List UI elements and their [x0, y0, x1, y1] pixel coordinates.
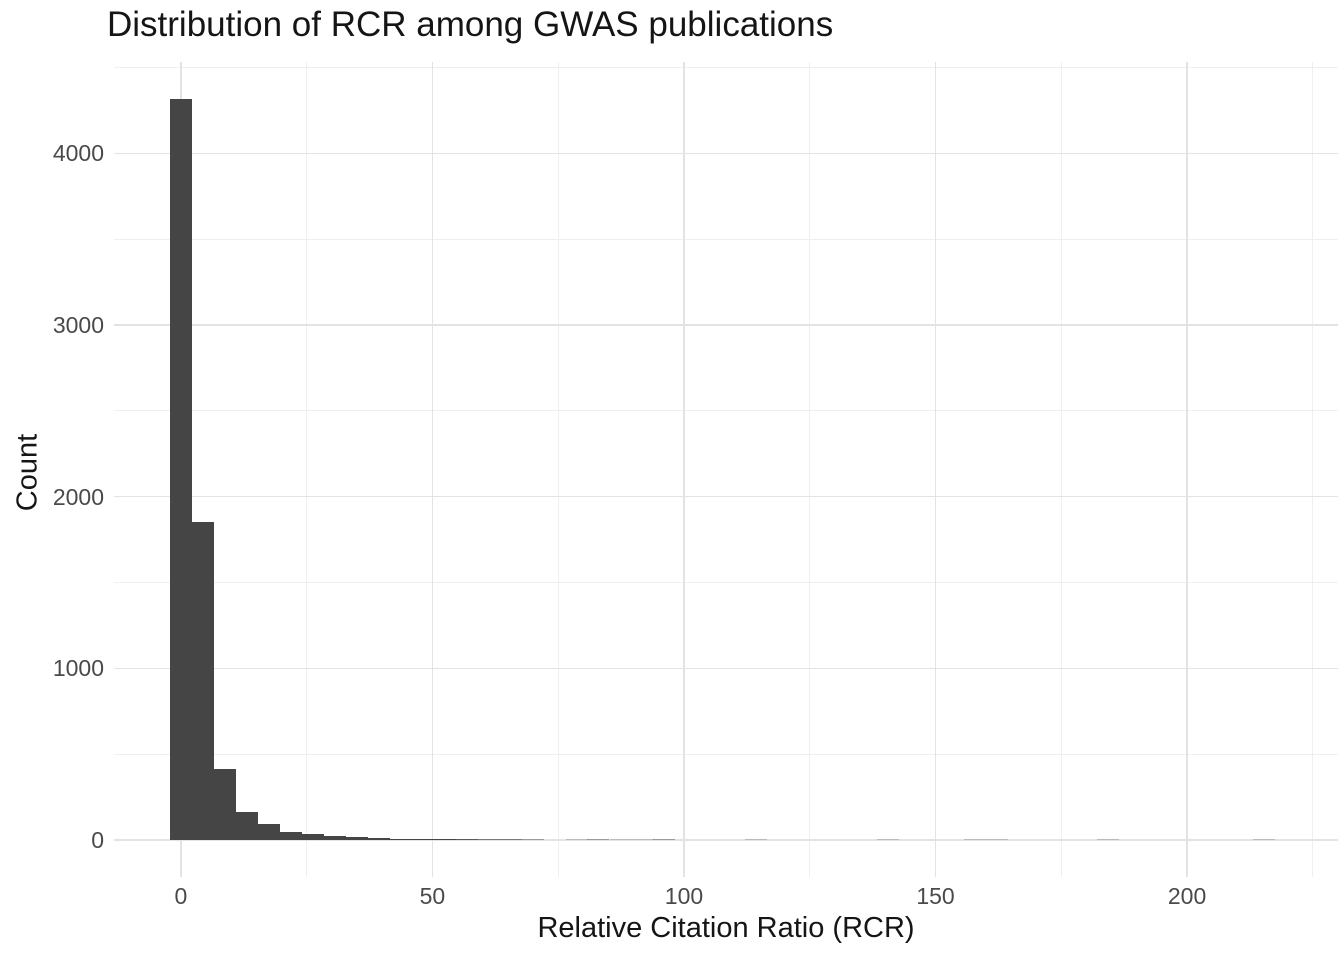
histogram-bar: [411, 838, 434, 841]
histogram-bar: [744, 839, 767, 841]
histogram-bar: [433, 839, 456, 841]
y-minor-gridline: [114, 582, 1338, 584]
histogram-bar: [367, 838, 390, 841]
x-tick-label: 0: [174, 883, 188, 909]
histogram-bar: [986, 839, 1009, 841]
histogram-bar: [235, 811, 258, 841]
y-minor-gridline: [114, 753, 1338, 755]
y-axis-title: Count: [11, 433, 44, 512]
y-tick-label: 1000: [52, 655, 104, 682]
x-tick-label: 200: [1167, 883, 1207, 909]
histogram-bar: [169, 99, 192, 841]
x-minor-gridline: [1312, 62, 1314, 877]
x-axis-title: Relative Citation Ratio (RCR): [537, 912, 915, 944]
histogram-bar: [653, 839, 676, 841]
y-major-gridline: [114, 839, 1338, 841]
histogram-bar: [964, 839, 987, 841]
y-major-gridline: [114, 667, 1338, 670]
histogram-bar: [631, 839, 654, 841]
histogram-bar: [301, 834, 324, 841]
histogram-bar: [279, 831, 302, 841]
plot-panel: [114, 62, 1338, 877]
histogram-bar: [521, 839, 544, 841]
histogram-bar: [1097, 839, 1120, 841]
x-minor-gridline: [557, 62, 559, 877]
histogram-bar: [213, 769, 236, 841]
x-major-gridline: [683, 62, 685, 877]
histogram-bar: [499, 839, 522, 841]
x-tick-label: 100: [664, 883, 704, 909]
x-major-gridline: [431, 62, 434, 877]
y-major-gridline: [114, 495, 1338, 498]
histogram-bar: [455, 839, 478, 841]
y-minor-gridline: [114, 238, 1338, 240]
histogram-bar: [389, 838, 412, 841]
x-tick-label: 150: [916, 883, 955, 909]
histogram-bar: [609, 839, 632, 841]
chart-title: Distribution of RCR among GWAS publicati…: [107, 5, 834, 44]
x-minor-gridline: [809, 62, 811, 877]
histogram-bar: [876, 839, 899, 841]
x-tick-label: 50: [419, 883, 446, 909]
y-minor-gridline: [114, 66, 1338, 68]
y-major-gridline: [114, 152, 1338, 155]
x-minor-gridline: [1060, 62, 1062, 877]
histogram-bar: [323, 836, 346, 841]
y-tick-label: 3000: [52, 312, 104, 339]
histogram-bar: [565, 839, 588, 841]
y-minor-gridline: [114, 410, 1338, 412]
x-major-gridline: [1186, 62, 1188, 877]
y-tick-label: 4000: [52, 140, 104, 167]
histogram-bar: [477, 839, 500, 841]
x-minor-gridline: [306, 62, 308, 877]
histogram-bar: [191, 522, 214, 841]
histogram-bar: [1253, 839, 1276, 841]
y-tick-label: 2000: [52, 483, 104, 510]
histogram-bar: [345, 837, 368, 841]
y-major-gridline: [114, 324, 1338, 326]
histogram-bar: [257, 824, 280, 841]
x-major-gridline: [934, 62, 937, 877]
y-tick-label: 0: [91, 827, 104, 854]
histogram-bar: [587, 839, 610, 841]
